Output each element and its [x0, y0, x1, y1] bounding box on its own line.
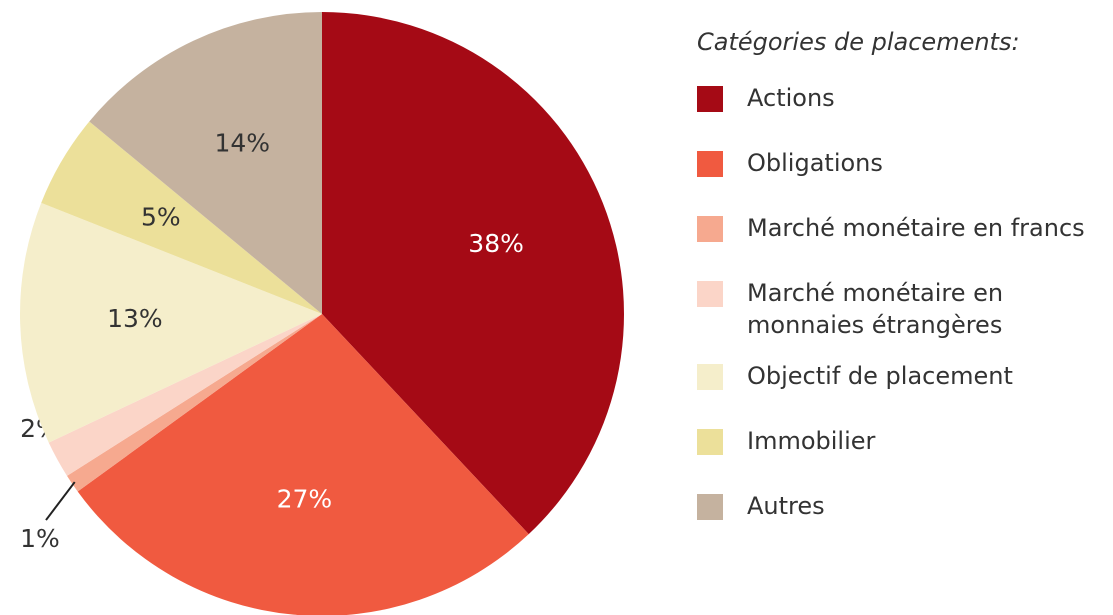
legend-label: Immobilier	[747, 427, 876, 455]
legend: Catégories de placements: Actions Obligat…	[697, 22, 1113, 555]
pie-slice	[77, 314, 529, 615]
pie-slice	[48, 314, 323, 476]
legend-swatch	[697, 86, 723, 112]
legend-label: Marché monétaire en monnaies étrangères	[747, 279, 1004, 339]
data-label: 14%	[214, 129, 270, 158]
chart: 38%27%1%2%13%5%14%	[20, 12, 624, 615]
legend-item: Autres	[697, 490, 1113, 536]
pie-slice	[89, 12, 323, 314]
data-label: 5%	[141, 203, 181, 232]
legend-swatch	[697, 494, 723, 520]
legend-label: Actions	[747, 84, 835, 112]
leader-line	[45, 481, 76, 521]
legend-swatch	[697, 364, 723, 390]
legend-label: Objectif de placement	[747, 362, 1013, 390]
legend-item: Objectif de placement	[697, 360, 1113, 406]
data-label: 38%	[468, 229, 524, 258]
data-label: 1%	[20, 524, 60, 553]
legend-title: Catégories de placements:	[697, 28, 1020, 56]
pie-slice	[20, 202, 322, 443]
pie-slice	[67, 314, 322, 492]
legend-item: Obligations	[697, 147, 1113, 193]
legend-swatch	[697, 281, 723, 307]
legend-label: Obligations	[747, 149, 883, 177]
data-label: 27%	[277, 484, 333, 513]
legend-swatch	[697, 429, 723, 455]
legend-label: Marché monétaire en francs	[747, 214, 1085, 242]
legend-item: Actions	[697, 82, 1113, 128]
legend-swatch	[697, 151, 723, 177]
legend-item: Marché monétaire en francs	[697, 212, 1113, 258]
legend-item: Marché monétaire en monnaies étrangères	[697, 277, 1113, 341]
pie-slice	[322, 12, 624, 535]
legend-swatch	[697, 216, 723, 242]
data-label: 13%	[107, 304, 163, 333]
legend-item: Immobilier	[697, 425, 1113, 471]
pie-slice	[41, 121, 323, 314]
legend-label: Autres	[747, 492, 825, 520]
